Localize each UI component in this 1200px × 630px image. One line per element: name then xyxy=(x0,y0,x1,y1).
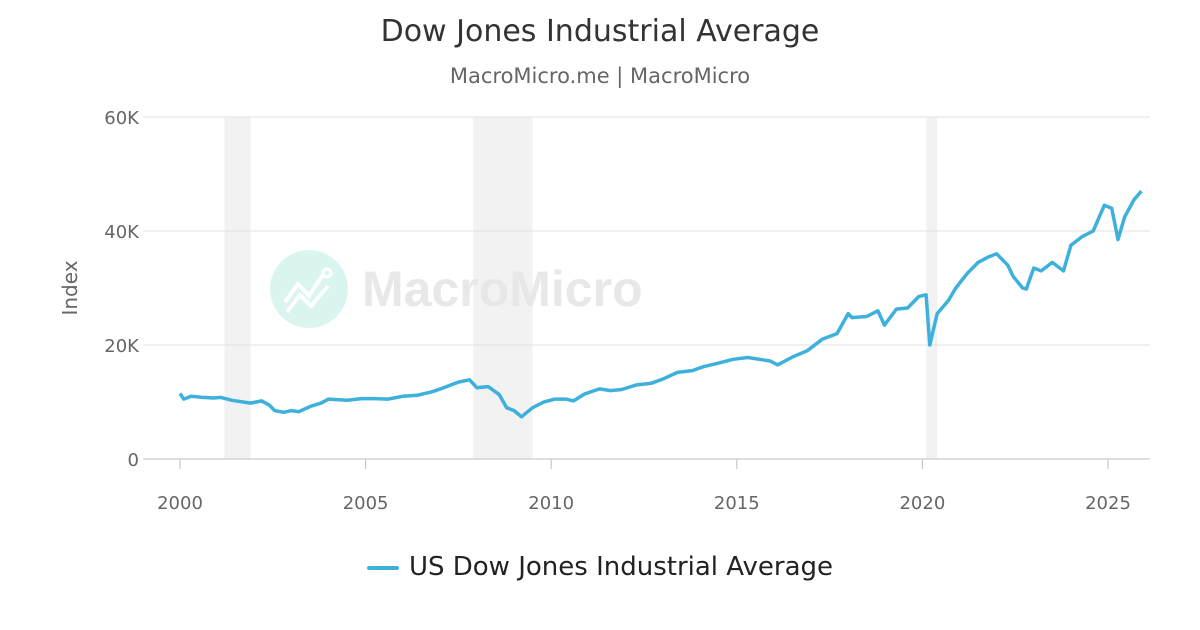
legend[interactable]: US Dow Jones Industrial Average xyxy=(0,552,1200,582)
y-tick-label: 0 xyxy=(128,450,139,471)
x-tick-label: 2010 xyxy=(528,493,574,514)
x-tick-label: 2020 xyxy=(899,493,945,514)
recession-band xyxy=(224,117,251,459)
x-tick-label: 2000 xyxy=(157,493,203,514)
macromicro-watermark-logo: MacroMicro xyxy=(270,250,643,328)
y-axis-label: Index xyxy=(58,260,82,315)
recession-band xyxy=(926,117,938,459)
y-tick-label: 20K xyxy=(104,336,140,357)
x-tick-label: 2005 xyxy=(343,493,389,514)
chart-subtitle: MacroMicro.me | MacroMicro xyxy=(449,64,751,88)
chart-title: Dow Jones Industrial Average xyxy=(380,14,820,49)
x-tick-label: 2015 xyxy=(714,493,760,514)
legend-swatch xyxy=(366,565,399,570)
series-line xyxy=(178,189,1143,419)
legend-item-label: US Dow Jones Industrial Average xyxy=(408,552,834,582)
x-tick-label: 2025 xyxy=(1085,493,1131,514)
y-tick-label: 40K xyxy=(104,222,140,243)
y-tick-label: 60K xyxy=(104,108,140,129)
svg-text:MacroMicro: MacroMicro xyxy=(362,261,643,317)
